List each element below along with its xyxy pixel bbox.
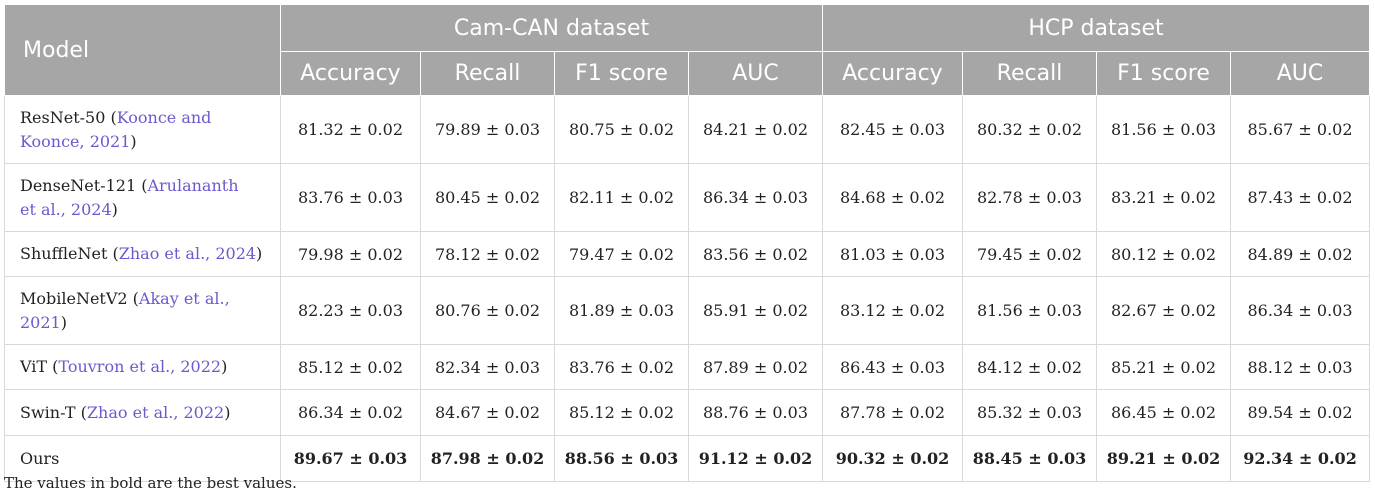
model-cell: DenseNet-121 (Arulananth et al., 2024): [4, 163, 281, 232]
value-cell: 78.12 ± 0.02: [420, 231, 555, 277]
value-cell: 80.76 ± 0.02: [420, 276, 555, 345]
value-cell: 85.12 ± 0.02: [554, 389, 689, 436]
value-cell: 82.67 ± 0.02: [1096, 276, 1231, 345]
model-name: ViT: [20, 357, 48, 376]
value-cell: 80.32 ± 0.02: [962, 95, 1097, 164]
value-cell: 80.75 ± 0.02: [554, 95, 689, 164]
value-cell: 84.67 ± 0.02: [420, 389, 555, 436]
results-table: Model Cam-CAN dataset HCP dataset Accura…: [4, 4, 1371, 482]
citation-link[interactable]: Arulananth et al., 2024: [20, 175, 239, 219]
model-name: ShuffleNet: [20, 244, 108, 263]
hcp-dataset-header: HCP dataset: [821, 4, 1371, 52]
value-cell: 82.11 ± 0.02: [554, 163, 689, 232]
model-name: MobileNetV2: [20, 288, 128, 308]
model-name: Ours: [20, 448, 60, 468]
value-cell: 83.56 ± 0.02: [688, 231, 823, 277]
model-cell: Ours: [4, 435, 281, 482]
value-cell: 83.21 ± 0.02: [1096, 163, 1231, 232]
value-cell: 84.89 ± 0.02: [1229, 231, 1371, 277]
value-cell: 85.67 ± 0.02: [1229, 95, 1371, 164]
model-cell: ResNet-50 (Koonce and Koonce, 2021): [4, 95, 281, 164]
hcp-accuracy-header: Accuracy: [822, 51, 963, 96]
table-row: DenseNet-121 (Arulananth et al., 2024) 83…: [4, 163, 1371, 232]
value-cell: 82.78 ± 0.03: [962, 163, 1097, 232]
value-cell: 81.56 ± 0.03: [962, 276, 1097, 345]
table-row: ViT (Touvron et al., 2022) 85.12 ± 0.02 …: [4, 344, 1371, 390]
model-name: Swin-T: [20, 402, 76, 422]
value-cell: 80.45 ± 0.02: [420, 163, 555, 232]
value-cell: 81.56 ± 0.03: [1096, 95, 1231, 164]
value-cell: 86.34 ± 0.02: [280, 389, 421, 436]
value-cell: 79.45 ± 0.02: [962, 231, 1097, 277]
camcan-accuracy-header: Accuracy: [280, 51, 421, 96]
best-value-cell: 88.56 ± 0.03: [554, 435, 689, 482]
value-cell: 86.34 ± 0.03: [1229, 276, 1371, 345]
table-row: MobileNetV2 (Akay et al., 2021) 82.23 ± 0…: [4, 276, 1371, 345]
value-cell: 85.91 ± 0.02: [688, 276, 823, 345]
value-cell: 88.76 ± 0.03: [688, 389, 823, 436]
model-name: ResNet-50: [20, 107, 106, 127]
value-cell: 88.12 ± 0.03: [1229, 344, 1371, 390]
best-value-cell: 87.98 ± 0.02: [420, 435, 555, 482]
value-cell: 84.68 ± 0.02: [822, 163, 963, 232]
best-value-cell: 89.21 ± 0.02: [1096, 435, 1231, 482]
model-column-header: Model: [4, 4, 281, 96]
model-name: DenseNet-121: [20, 175, 137, 195]
value-cell: 79.47 ± 0.02: [554, 231, 689, 277]
camcan-recall-header: Recall: [420, 51, 555, 96]
hcp-recall-header: Recall: [962, 51, 1097, 96]
value-cell: 87.89 ± 0.02: [688, 344, 823, 390]
best-value-cell: 90.32 ± 0.02: [822, 435, 963, 482]
table-row-ours: Ours 89.67 ± 0.03 87.98 ± 0.02 88.56 ± 0…: [4, 435, 1371, 482]
value-cell: 87.78 ± 0.02: [822, 389, 963, 436]
value-cell: 81.89 ± 0.03: [554, 276, 689, 345]
camcan-auc-header: AUC: [688, 51, 823, 96]
value-cell: 82.34 ± 0.03: [420, 344, 555, 390]
value-cell: 79.98 ± 0.02: [280, 231, 421, 277]
value-cell: 83.76 ± 0.03: [280, 163, 421, 232]
hcp-auc-header: AUC: [1229, 51, 1371, 96]
value-cell: 84.21 ± 0.02: [688, 95, 823, 164]
model-cell: ViT (Touvron et al., 2022): [4, 344, 281, 390]
citation-link[interactable]: Zhao et al., 2022: [86, 402, 225, 422]
value-cell: 86.45 ± 0.02: [1096, 389, 1231, 436]
value-cell: 85.12 ± 0.02: [280, 344, 421, 390]
table-footnote: The values in bold are the best values.: [4, 474, 297, 492]
value-cell: 79.89 ± 0.03: [420, 95, 555, 164]
citation-link[interactable]: Zhao et al., 2024: [118, 244, 257, 263]
value-cell: 81.32 ± 0.02: [280, 95, 421, 164]
table-row: ShuffleNet (Zhao et al., 2024) 79.98 ± 0…: [4, 231, 1371, 277]
best-value-cell: 89.67 ± 0.03: [280, 435, 421, 482]
value-cell: 81.03 ± 0.03: [822, 231, 963, 277]
value-cell: 86.43 ± 0.03: [822, 344, 963, 390]
best-value-cell: 92.34 ± 0.02: [1229, 435, 1371, 482]
value-cell: 89.54 ± 0.02: [1229, 389, 1371, 436]
best-value-cell: 88.45 ± 0.03: [962, 435, 1097, 482]
value-cell: 80.12 ± 0.02: [1096, 231, 1231, 277]
value-cell: 83.12 ± 0.02: [822, 276, 963, 345]
hcp-f1-header: F1 score: [1096, 51, 1231, 96]
table-row: Swin-T (Zhao et al., 2022) 86.34 ± 0.02 …: [4, 389, 1371, 436]
table-row: ResNet-50 (Koonce and Koonce, 2021) 81.32…: [4, 95, 1371, 164]
value-cell: 82.23 ± 0.03: [280, 276, 421, 345]
value-cell: 85.21 ± 0.02: [1096, 344, 1231, 390]
camcan-dataset-header: Cam-CAN dataset: [280, 4, 823, 52]
model-cell: ShuffleNet (Zhao et al., 2024): [4, 231, 281, 277]
citation-link[interactable]: Koonce and Koonce, 2021: [20, 107, 212, 151]
citation-link[interactable]: Touvron et al., 2022: [58, 357, 222, 376]
value-cell: 83.76 ± 0.02: [554, 344, 689, 390]
value-cell: 82.45 ± 0.03: [822, 95, 963, 164]
camcan-f1-header: F1 score: [554, 51, 689, 96]
value-cell: 86.34 ± 0.03: [688, 163, 823, 232]
citation-link[interactable]: Akay et al., 2021: [20, 288, 230, 332]
value-cell: 84.12 ± 0.02: [962, 344, 1097, 390]
model-cell: MobileNetV2 (Akay et al., 2021): [4, 276, 281, 345]
best-value-cell: 91.12 ± 0.02: [688, 435, 823, 482]
value-cell: 85.32 ± 0.03: [962, 389, 1097, 436]
value-cell: 87.43 ± 0.02: [1229, 163, 1371, 232]
model-cell: Swin-T (Zhao et al., 2022): [4, 389, 281, 436]
